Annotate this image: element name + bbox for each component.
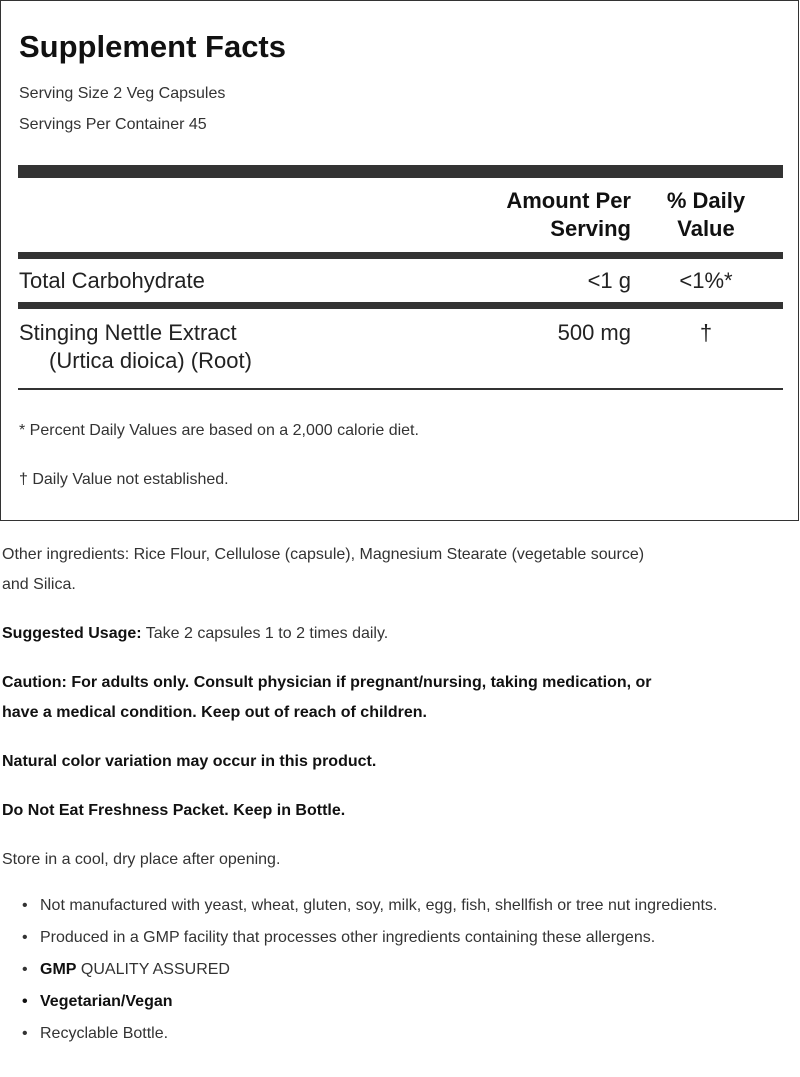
list-item: Vegetarian/Vegan (20, 991, 780, 1013)
gmp-rest: QUALITY ASSURED (76, 961, 230, 978)
row-name: Total Carbohydrate (19, 268, 205, 293)
supplement-facts-panel: Supplement Facts Serving Size 2 Veg Caps… (0, 0, 799, 521)
header-amount-line2: Serving (550, 216, 631, 241)
freshness-note: Do Not Eat Freshness Packet. Keep in Bot… (2, 802, 346, 819)
gmp-bold: GMP (40, 961, 77, 978)
row-dv: † (699, 320, 713, 345)
servings-per-container: Servings Per Container 45 (19, 116, 207, 133)
row-amount: <1 g (587, 268, 631, 293)
divider-thick (18, 165, 783, 178)
feature-list: Not manufactured with yeast, wheat, glut… (20, 895, 780, 1055)
row-dv: <1%* (679, 268, 733, 293)
other-ingredients-line2: and Silica. (2, 576, 76, 593)
row-amount: 500 mg (557, 320, 631, 345)
color-note: Natural color variation may occur in thi… (2, 753, 377, 770)
footnote-dv: * Percent Daily Values are based on a 2,… (19, 422, 419, 439)
row-sub: (Urtica dioica) (Root) (49, 348, 252, 373)
caution: Caution: For adults only. Consult physic… (2, 668, 652, 728)
header-dv-line1: % Daily (666, 188, 746, 213)
divider (18, 252, 783, 259)
header-amount-line1: Amount Per (506, 188, 631, 213)
usage-label: Suggested Usage: (2, 625, 142, 642)
row-name: Stinging Nettle Extract (19, 320, 237, 345)
divider-thin (18, 388, 783, 390)
footnote-dagger: † Daily Value not established. (19, 471, 229, 488)
storage-note: Store in a cool, dry place after opening… (2, 851, 281, 868)
divider (18, 302, 783, 309)
other-ingredients: Other ingredients: Rice Flour, Cellulose… (2, 540, 644, 600)
header-daily-value: % Daily Value (641, 187, 771, 243)
usage-text: Take 2 capsules 1 to 2 times daily. (141, 625, 389, 642)
serving-size: Serving Size 2 Veg Capsules (19, 85, 226, 102)
caution-line1: Caution: For adults only. Consult physic… (2, 674, 652, 691)
list-item: Produced in a GMP facility that processe… (20, 927, 780, 949)
caution-line2: have a medical condition. Keep out of re… (2, 704, 427, 721)
list-item: Recyclable Bottle. (20, 1023, 780, 1045)
list-item: Not manufactured with yeast, wheat, glut… (20, 895, 780, 917)
panel-title: Supplement Facts (19, 29, 286, 64)
other-ingredients-line1: Other ingredients: Rice Flour, Cellulose… (2, 546, 645, 563)
header-amount: Amount Per Serving (441, 187, 631, 243)
header-dv-line2: Value (677, 216, 735, 241)
suggested-usage: Suggested Usage: Take 2 capsules 1 to 2 … (2, 619, 388, 649)
list-item: GMP QUALITY ASSURED (20, 959, 780, 981)
